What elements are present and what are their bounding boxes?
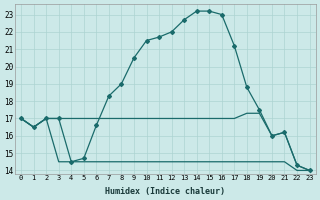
X-axis label: Humidex (Indice chaleur): Humidex (Indice chaleur) bbox=[105, 187, 225, 196]
